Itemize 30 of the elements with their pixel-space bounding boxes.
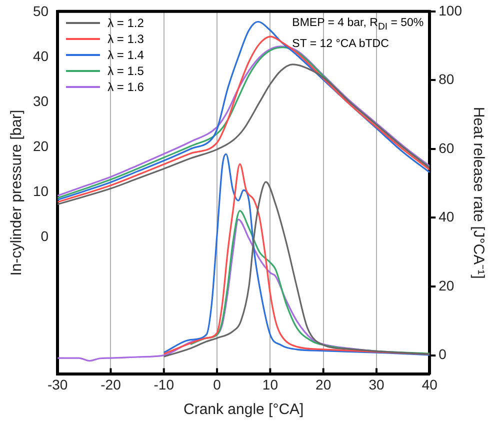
y2-tick-label: 60 xyxy=(438,140,454,156)
annotation: ST = 12 °CA bTDC xyxy=(292,36,390,52)
legend-label: λ = 1.3 xyxy=(108,31,144,48)
x-tick-label: 40 xyxy=(422,376,438,392)
y-axis-title: In-cylinder pressure [bar] xyxy=(8,110,26,276)
y2-tick-label: 40 xyxy=(438,208,454,225)
x-tick-label: -10 xyxy=(154,376,174,392)
x-tick-label: 30 xyxy=(368,376,384,392)
x-tick-label: 0 xyxy=(213,376,222,392)
x-tick-label: 20 xyxy=(316,376,332,392)
y-tick-label: 40 xyxy=(32,48,49,64)
y2-tick-label: 20 xyxy=(438,277,454,294)
legend-label: λ = 1.5 xyxy=(108,63,144,80)
x-tick-label: -20 xyxy=(100,376,122,392)
y-tick-label: 0 xyxy=(40,228,49,244)
y-tick-label: 10 xyxy=(32,182,49,199)
annotation: BMEP = 4 bar, R$_{DI}$ = 50% xyxy=(292,16,424,35)
y-tick-label: 30 xyxy=(32,93,49,110)
x-tick-label: 10 xyxy=(262,376,278,392)
legend-label: λ = 1.2 xyxy=(108,15,144,32)
legend-label: λ = 1.6 xyxy=(108,79,144,96)
y-tick-label: 50 xyxy=(32,3,49,20)
y2-tick-label: 0 xyxy=(438,346,447,362)
x-axis-title: Crank angle [°CA] xyxy=(183,401,304,418)
x-tick-label: -30 xyxy=(47,376,68,392)
legend-label: λ = 1.4 xyxy=(108,47,144,64)
y2-tick-label: 80 xyxy=(438,71,454,88)
y-tick-label: 20 xyxy=(32,138,49,154)
y2-tick-label: 100 xyxy=(438,2,462,18)
y2-axis-title: Heat release rate [J°CA⁻¹] xyxy=(470,106,487,279)
